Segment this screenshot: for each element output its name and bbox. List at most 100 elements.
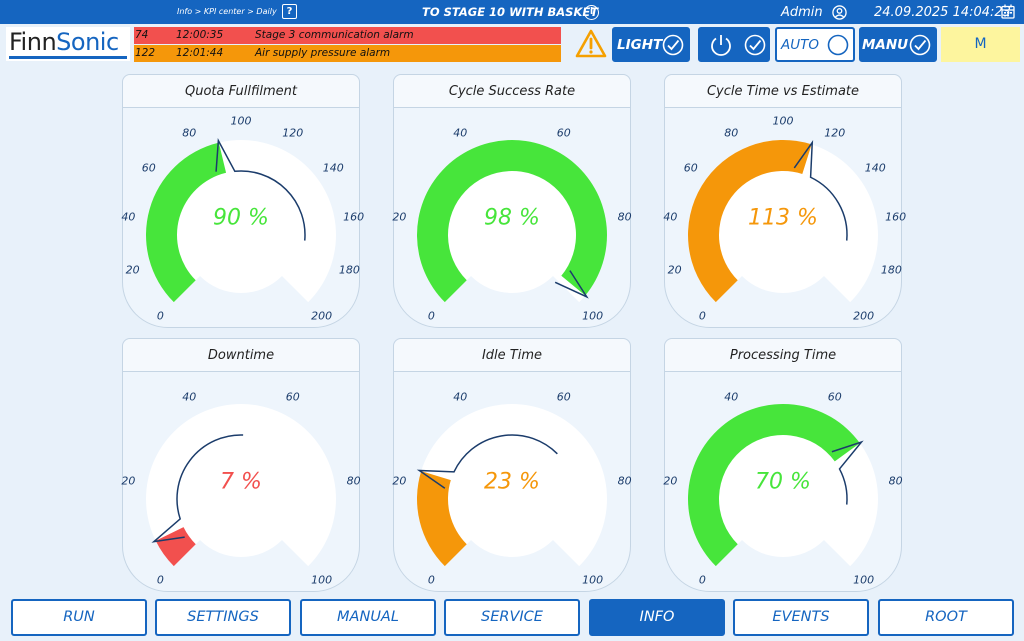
gauge-tick-label: 100: [582, 309, 603, 322]
gauge-tick-label: 40: [724, 391, 738, 404]
gauge-tick-label: 160: [885, 211, 906, 224]
gauge-tick-label: 180: [881, 264, 902, 277]
power-icon: [709, 33, 733, 57]
datetime: 24.09.2025 14:04:23: [874, 5, 1011, 20]
gauge-tick-label: 140: [865, 161, 886, 174]
gauge-tick-label: 20: [126, 264, 140, 277]
gauge-tick-label: 120: [282, 127, 303, 140]
check-circle-icon: [662, 34, 684, 56]
gauge-tick-label: 120: [824, 127, 845, 140]
gauge-tick-label: 20: [663, 475, 677, 488]
alarm-id: 74: [135, 29, 148, 41]
circle-icon: [827, 34, 849, 56]
gauge-tick-label: 100: [773, 115, 794, 128]
gauge-value: 7 %: [181, 470, 301, 495]
light-button[interactable]: LIGHT: [612, 27, 690, 62]
gauge-tick-label: 0: [157, 573, 164, 586]
gauge-tick-label: 0: [699, 573, 706, 586]
manu-label: MANU: [862, 37, 908, 53]
finnsonic-logo: FinnSonic: [6, 27, 130, 61]
mode-indicator[interactable]: M: [941, 27, 1020, 62]
gauge-card-cycle-time: Cycle Time vs Estimate 113 % 0 20 40 60 80 10…: [664, 74, 902, 328]
gauge-dial: [394, 339, 632, 593]
top-bar: Info > KPI center > Daily ? TO STAGE 10 …: [0, 0, 1024, 24]
user-icon[interactable]: [832, 5, 847, 20]
gauge-card-idle-time: Idle Time 23 % 0 20 40 60 80 100: [393, 338, 631, 592]
gauge-tick-label: 0: [157, 309, 164, 322]
check-circle-icon: [744, 34, 766, 56]
gauge-tick-label: 40: [182, 391, 196, 404]
gauge-tick-label: 100: [231, 115, 252, 128]
gauge-tick-label: 60: [557, 391, 571, 404]
alarm-row[interactable]: 122 12:01:44 Air supply pressure alarm: [134, 45, 561, 62]
breadcrumb[interactable]: Info > KPI center > Daily: [177, 7, 277, 16]
gauge-center: [454, 177, 570, 293]
gauge-card-cycle-success: Cycle Success Rate 98 % 0 20 40 60 80 100: [393, 74, 631, 328]
gauge-dial: [665, 339, 903, 593]
gauge-tick-label: 60: [828, 391, 842, 404]
gauge-card-downtime: Downtime 7 % 0 20 40 60 80 100: [122, 338, 360, 592]
manual-mode-button[interactable]: MANU: [859, 27, 937, 62]
nav-settings-button[interactable]: SETTINGS: [155, 599, 291, 636]
gauge-value: 23 %: [452, 470, 572, 495]
gauge-center: [454, 441, 570, 557]
gauge-tick-label: 0: [428, 573, 435, 586]
gauge-tick-label: 20: [121, 475, 135, 488]
light-label: LIGHT: [617, 37, 662, 53]
gauge-tick-label: 0: [428, 309, 435, 322]
gauge-tick-label: 20: [668, 264, 682, 277]
stage-status-title: TO STAGE 10 WITH BASKET: [422, 5, 598, 19]
gauge-tick-label: 80: [347, 475, 361, 488]
gauge-card-processing-time: Processing Time 70 % 0 20 40 60 80 100: [664, 338, 902, 592]
gauge-tick-label: 40: [453, 391, 467, 404]
gauge-dial: [123, 339, 361, 593]
auto-button[interactable]: AUTO: [775, 27, 855, 62]
warning-icon[interactable]: [575, 29, 607, 59]
help-button[interactable]: ?: [282, 4, 297, 19]
gauge-tick-label: 100: [311, 573, 332, 586]
gauge-tick-label: 0: [699, 309, 706, 322]
gauge-value: 90 %: [181, 206, 301, 231]
gauge-tick-label: 80: [618, 475, 632, 488]
gauge-dial: [665, 75, 903, 329]
alarm-message: Air supply pressure alarm: [255, 47, 390, 59]
gauge-tick-label: 60: [684, 161, 698, 174]
gauge-tick-label: 20: [392, 475, 406, 488]
user-name[interactable]: Admin: [781, 5, 823, 20]
gauge-center: [725, 177, 841, 293]
gauge-value: 70 %: [723, 470, 843, 495]
gauge-tick-label: 20: [392, 211, 406, 224]
gauge-tick-label: 100: [853, 573, 874, 586]
gauge-value: 113 %: [723, 206, 843, 231]
gauge-tick-label: 200: [853, 309, 874, 322]
gauge-center: [183, 177, 299, 293]
gauge-tick-label: 60: [286, 391, 300, 404]
alarm-id: 122: [135, 47, 155, 59]
nav-events-button[interactable]: EVENTS: [733, 599, 869, 636]
gauge-dial: [394, 75, 632, 329]
gauge-tick-label: 40: [121, 211, 135, 224]
calendar-icon[interactable]: [1001, 4, 1015, 19]
alarm-message: Stage 3 communication alarm: [255, 29, 414, 41]
auto-label: AUTO: [781, 37, 819, 53]
nav-run-button[interactable]: RUN: [11, 599, 147, 636]
gauge-tick-label: 40: [453, 127, 467, 140]
alarm-row[interactable]: 74 12:00:35 Stage 3 communication alarm: [134, 27, 561, 44]
power-button[interactable]: [698, 27, 770, 62]
gauge-tick-label: 60: [142, 161, 156, 174]
alarm-time: 12:01:44: [176, 47, 223, 59]
gauge-tick-label: 180: [339, 264, 360, 277]
gauge-center: [183, 441, 299, 557]
check-circle-icon: [909, 34, 931, 56]
gauge-tick-label: 60: [557, 127, 571, 140]
gauge-dial: [123, 75, 361, 329]
nav-info-button[interactable]: INFO: [589, 599, 725, 636]
gauge-tick-label: 160: [343, 211, 364, 224]
nav-service-button[interactable]: SERVICE: [444, 599, 580, 636]
nav-root-button[interactable]: ROOT: [878, 599, 1014, 636]
gauge-tick-label: 80: [182, 127, 196, 140]
gauge-tick-label: 100: [582, 573, 603, 586]
gauge-tick-label: 40: [663, 211, 677, 224]
nav-manual-button[interactable]: MANUAL: [300, 599, 436, 636]
info-icon[interactable]: i: [584, 5, 599, 20]
